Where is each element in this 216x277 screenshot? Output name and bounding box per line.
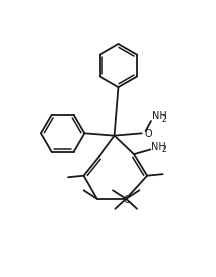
Text: C: C — [124, 195, 130, 205]
Text: 2: 2 — [161, 145, 166, 154]
Text: 2: 2 — [162, 115, 167, 124]
Text: NH: NH — [151, 142, 166, 152]
Text: O: O — [144, 129, 152, 139]
Text: NH: NH — [152, 111, 167, 121]
